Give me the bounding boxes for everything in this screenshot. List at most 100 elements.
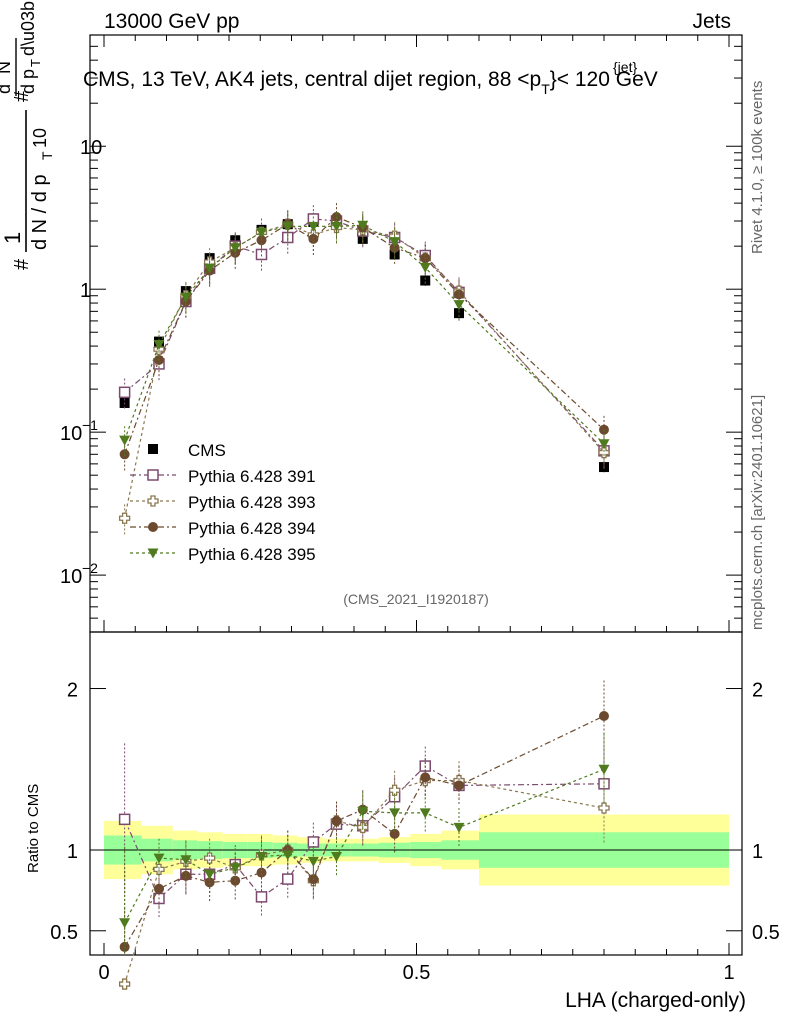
ratio-y-tick-label-0: 0.5 [50, 922, 78, 944]
main-panel-frame [89, 34, 743, 633]
x-tick-label-0: 0 [98, 962, 109, 984]
point-4-1 [153, 340, 165, 351]
ratio-point-1-0 [118, 978, 131, 990]
ratio-point-2-1 [154, 883, 164, 894]
series-line-4 [124, 224, 605, 445]
ratio-point-3-6 [282, 850, 294, 861]
point-3-13 [599, 424, 609, 435]
ratio-point-3-0 [119, 918, 131, 929]
legend: CMS Pythia 6.428 391 Pythia 6.428 393 Pythi… [130, 441, 316, 564]
ratio-point-3-12 [453, 822, 465, 833]
legend-label-4: Pythia 6.428 395 [188, 545, 316, 564]
main-y-axis-label: # 1 d N / d p T 10 # d 2 N d p T d\u03bb [0, 0, 55, 270]
x-tick-label-1: 0.5 [403, 962, 431, 984]
svg-text:T: T [39, 151, 55, 160]
ratio-point-0-0 [118, 813, 131, 826]
point-4-0 [119, 435, 131, 446]
legend-marker-1 [147, 469, 159, 481]
point-3-7 [308, 233, 319, 244]
series-line-3 [124, 216, 605, 455]
data-series [118, 203, 610, 537]
ratio-point-3-8 [331, 851, 342, 862]
ratio-y-tick-label-2: 2 [67, 680, 78, 702]
point-1-0 [118, 386, 131, 399]
legend-label-0: CMS [188, 441, 226, 460]
point-4-6 [282, 221, 294, 232]
point-4-7 [307, 221, 319, 232]
ratio-point-0-5 [255, 891, 268, 903]
svg-text:d N / d p: d N / d p [29, 174, 51, 250]
ratio-point-2-2 [180, 870, 191, 881]
series-4 [119, 211, 610, 462]
ratio-point-1-13 [598, 802, 610, 814]
point-2-0 [118, 512, 131, 524]
svg-text:d: d [0, 84, 14, 94]
mcplots-label: mcplots.cern.ch [arXiv:2401.10621] [749, 395, 766, 630]
svg-text:#: # [11, 258, 33, 270]
legend-marker-4 [147, 548, 159, 559]
point-4-10 [389, 237, 401, 248]
ratio-point-3-4 [229, 863, 241, 874]
ratio-point-3-5 [256, 851, 267, 862]
legend-label-1: Pythia 6.428 391 [188, 467, 316, 486]
ratio-point-3-1 [153, 853, 165, 864]
svg-text:T: T [28, 59, 43, 67]
point-3-12 [454, 289, 464, 300]
series-line-1 [124, 218, 605, 452]
ratio-point-1-3 [203, 852, 216, 864]
analysis-id: (CMS_2021_I1920187) [343, 591, 489, 607]
ratio-y-axis-label: Ratio to CMS [25, 784, 42, 873]
ratio-point-2-8 [331, 815, 342, 826]
point-4-13 [598, 439, 610, 450]
x-axis-label: LHA (charged-only) [565, 989, 746, 1012]
legend-marker-2 [147, 495, 159, 507]
ratio-point-2-12 [454, 780, 464, 791]
title-tail: }< 120 GeV [550, 68, 658, 91]
title-sup: {jet} [613, 59, 637, 75]
ratio-y-tick-label-right-0: 0.5 [752, 922, 780, 944]
ratio-point-3-9 [357, 806, 369, 817]
ratio-line-3 [124, 768, 605, 923]
point-3-10 [389, 242, 400, 253]
ratio-series-3 [119, 733, 610, 955]
point-4-12 [453, 300, 465, 311]
ratio-y-tick-label-1: 1 [67, 841, 78, 863]
legend-label-2: Pythia 6.428 393 [188, 493, 316, 512]
point-4-9 [357, 220, 369, 231]
y-tick-exp-1: −1 [82, 417, 98, 433]
point-4-3 [204, 263, 216, 274]
series-1 [118, 205, 610, 469]
point-0-12 [454, 308, 464, 319]
ratio-point-2-10 [389, 828, 400, 839]
ratio-point-0-6 [282, 873, 294, 885]
point-2-13 [598, 446, 610, 459]
point-4-11 [419, 262, 431, 273]
ratio-point-2-11 [420, 772, 431, 783]
ratio-point-2-13 [599, 710, 609, 721]
title-sub: T [541, 81, 550, 97]
legend-marker-0 [148, 444, 158, 454]
ratio-uncertainty-bands [90, 814, 742, 886]
ratio-point-3-7 [307, 856, 319, 867]
rivet-label: Rivet 4.1.0, ≥ 100k events [749, 81, 766, 254]
ratio-y-tick-label-right-2: 2 [752, 680, 763, 702]
svg-text:10: 10 [30, 128, 50, 148]
x-tick-label-2: 1 [723, 962, 734, 984]
ratio-point-3-13 [598, 764, 610, 775]
ratio-y-tick-label-right-1: 1 [752, 841, 763, 863]
legend-label-3: Pythia 6.428 394 [188, 519, 316, 538]
y-tick-label-3: 10 [80, 137, 102, 159]
ratio-point-2-3 [204, 877, 215, 888]
ratio-point-3-10 [389, 808, 401, 819]
series-2 [118, 210, 610, 537]
ratio-point-3-11 [419, 808, 431, 819]
ratio-point-3-3 [204, 869, 216, 880]
series-line-2 [124, 223, 605, 519]
svg-text:2: 2 [0, 75, 3, 82]
y-tick-label-2: 1 [80, 280, 91, 302]
title-main: CMS, 13 TeV, AK4 jets, central dijet reg… [83, 68, 541, 91]
ratio-series-2 [119, 680, 609, 955]
y-tick-exp-0: −2 [82, 560, 98, 576]
